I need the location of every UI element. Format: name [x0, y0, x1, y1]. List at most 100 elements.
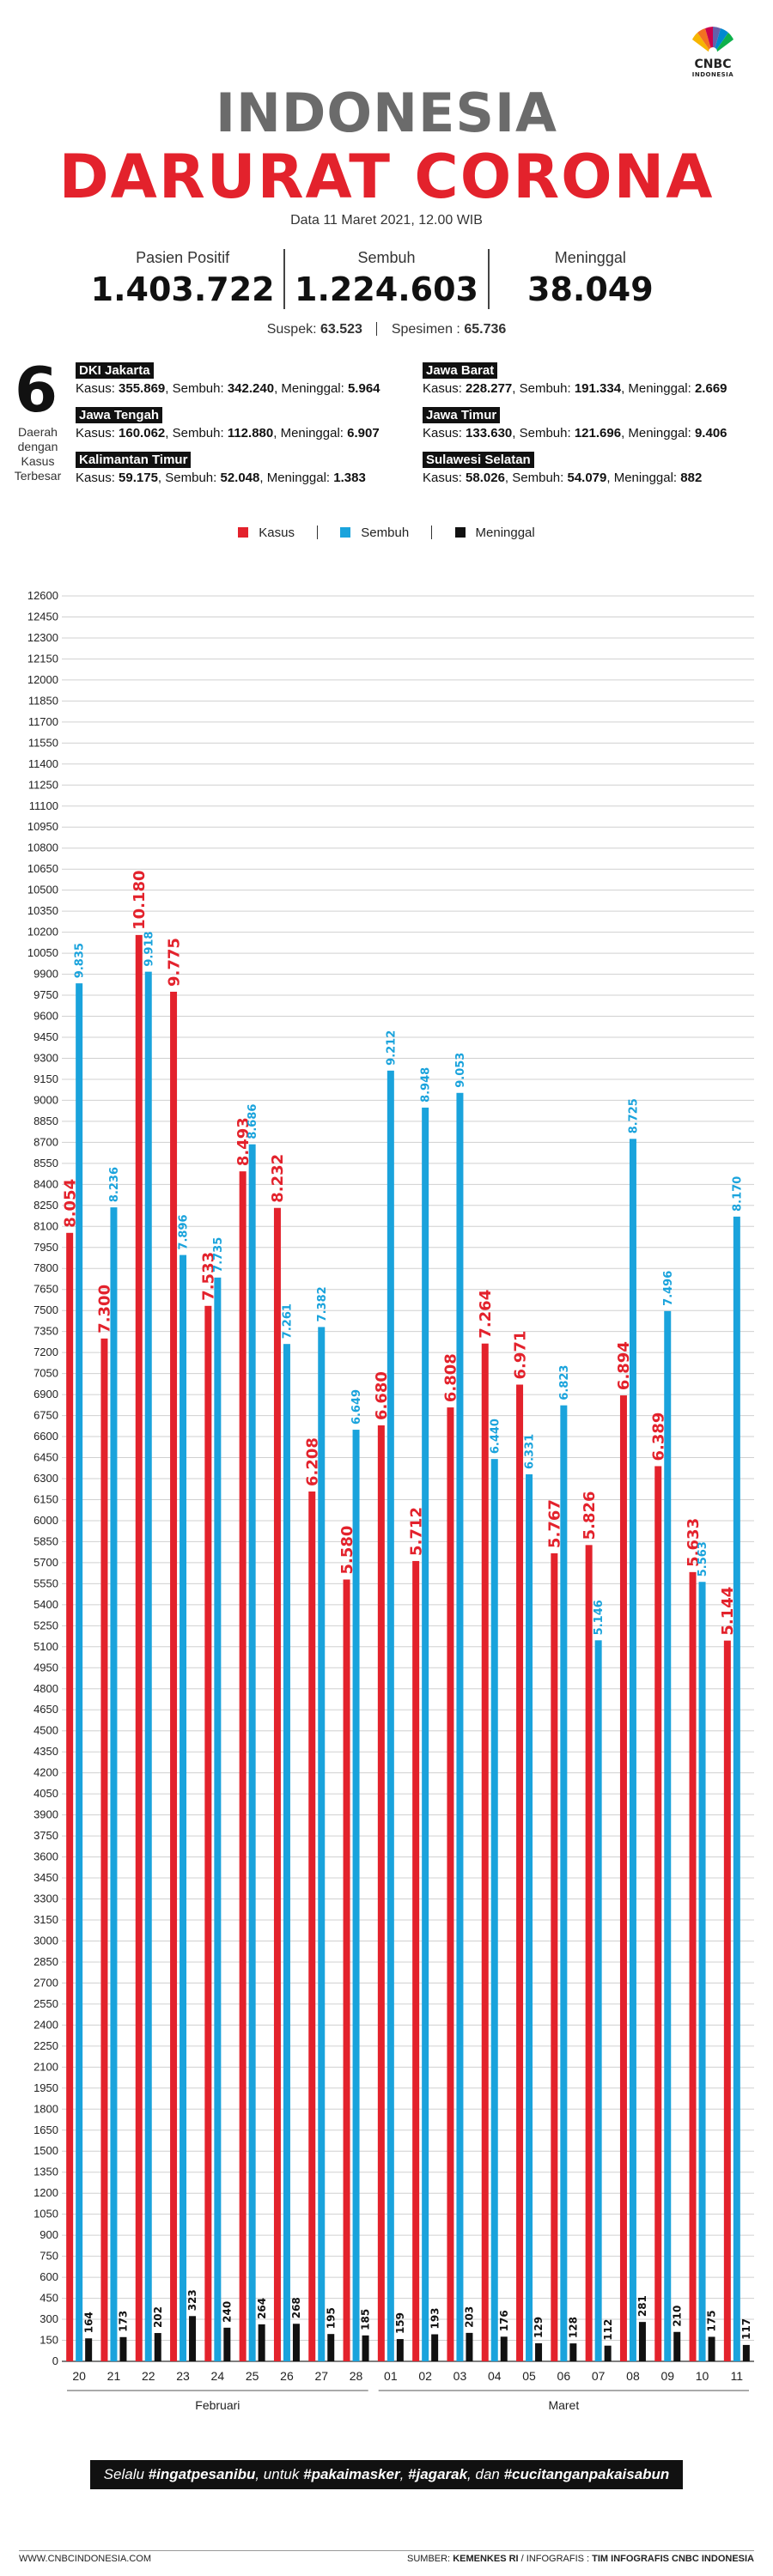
bar-kasus: [516, 1384, 524, 2361]
data-label-sembuh: 7.896: [178, 1214, 191, 1249]
y-tick-label: 1200: [33, 2186, 58, 2199]
region-info: Kasus: 133.630, Sembuh: 121.696, Meningg…: [423, 426, 727, 440]
meninggal-label: Meninggal:: [613, 471, 678, 485]
bar-meninggal: [85, 2338, 93, 2361]
meninggal-label: Meninggal:: [628, 381, 691, 396]
y-tick-label: 4500: [33, 1724, 58, 1737]
region-count: 6: [14, 354, 58, 426]
bar-kasus: [654, 1466, 662, 2361]
data-label-meninggal: 117: [740, 2318, 752, 2340]
x-tick-label: 26: [280, 2369, 294, 2383]
y-tick-label: 6000: [33, 1514, 58, 1527]
meninggal-value: 9.406: [694, 426, 727, 440]
bar-meninggal: [708, 2336, 715, 2361]
y-tick-label: 300: [40, 2312, 58, 2325]
y-tick-label: 9750: [33, 988, 58, 1001]
region-name: Jawa Barat: [423, 362, 498, 379]
data-label-meninggal: 195: [325, 2307, 337, 2329]
data-label-meninggal: 202: [152, 2306, 164, 2328]
legend-swatch-kasus: [238, 527, 249, 538]
bar-kasus: [100, 1338, 108, 2361]
data-label-meninggal: 173: [118, 2311, 130, 2332]
x-tick-label: 11: [731, 2369, 744, 2383]
y-tick-label: 0: [52, 2354, 58, 2367]
hashtag: #pakaimasker: [303, 2466, 400, 2482]
y-tick-label: 8550: [33, 1157, 58, 1170]
kasus-value: 355.869: [119, 381, 166, 396]
y-tick-label: 10050: [27, 946, 58, 959]
data-label-sembuh: 7.382: [316, 1286, 329, 1321]
y-tick-label: 6900: [33, 1388, 58, 1400]
region-info: Kasus: 59.175, Sembuh: 52.048, Meninggal…: [76, 471, 366, 485]
x-tick-label: 07: [592, 2369, 606, 2383]
footer-divider: [19, 2550, 754, 2551]
kasus-value: 160.062: [119, 426, 166, 440]
y-tick-label: 12600: [27, 589, 58, 602]
meninggal-label: Meninggal:: [280, 426, 344, 440]
region-dki-jakarta: DKI Jakarta Kasus: 355.869, Sembuh: 342.…: [76, 362, 380, 396]
x-tick-label: 05: [522, 2369, 536, 2383]
x-tick-label: 03: [453, 2369, 467, 2383]
bar-meninggal: [327, 2334, 335, 2361]
region-name: Jawa Tengah: [76, 407, 163, 423]
data-label-kasus: 7.300: [96, 1285, 114, 1334]
sembuh-label: Sembuh:: [519, 381, 571, 396]
data-label-kasus: 10.180: [131, 870, 149, 929]
data-label-kasus: 6.680: [373, 1371, 391, 1420]
data-label-meninggal: 112: [602, 2319, 614, 2341]
y-tick-label: 11250: [28, 778, 58, 791]
y-tick-label: 7650: [33, 1283, 58, 1296]
y-tick-label: 3150: [33, 1913, 58, 1926]
data-label-kasus: 7.533: [200, 1252, 218, 1301]
data-label-meninggal: 159: [394, 2312, 406, 2334]
data-label-sembuh: 8.236: [108, 1167, 121, 1202]
peacock-icon: [692, 27, 733, 56]
region-info: Kasus: 58.026, Sembuh: 54.079, Meninggal…: [423, 471, 703, 485]
divider: [317, 526, 319, 539]
bar-kasus: [481, 1343, 489, 2361]
sembuh-value: 342.240: [227, 381, 275, 396]
bar-kasus: [551, 1552, 558, 2361]
legend-kasus: Kasus: [238, 526, 295, 540]
y-tick-label: 2700: [33, 1976, 58, 1989]
y-tick-label: 11400: [28, 757, 58, 770]
data-label-sembuh: 8.948: [420, 1067, 433, 1103]
bar-meninggal: [362, 2335, 369, 2361]
credit-label: / INFOGRAFIS :: [518, 2554, 593, 2564]
divider: [431, 526, 433, 539]
y-tick-label: 1050: [33, 2208, 58, 2221]
suspek-line: Suspek: 63.523 Spesimen : 65.736: [0, 322, 773, 337]
bar-meninggal: [500, 2336, 508, 2361]
y-tick-label: 5700: [33, 1556, 58, 1569]
bar-kasus: [447, 1407, 454, 2361]
bar-chart: 0 150 300 450 600 750 900 1050 1200 1350 1500 1650 1…: [27, 589, 754, 2412]
y-tick-label: 9300: [33, 1051, 58, 1064]
kasus-label: Kasus:: [423, 471, 462, 485]
legend-meninggal: Meninggal: [454, 526, 535, 540]
slogan-banner: Selalu #ingatpesanibu, untuk #pakaimaske…: [90, 2460, 683, 2489]
sembuh-value: 112.880: [227, 426, 274, 440]
region-jawa-tengah: Jawa Tengah Kasus: 160.062, Sembuh: 112.…: [76, 407, 380, 440]
y-tick-label: 1500: [33, 2144, 58, 2157]
data-label-meninggal: 240: [222, 2301, 234, 2323]
meninggal-value: 2.669: [694, 381, 727, 396]
bar-meninggal: [223, 2327, 231, 2361]
data-label-meninggal: 281: [636, 2295, 648, 2317]
data-label-sembuh: 9.918: [143, 932, 155, 967]
bar-sembuh: [733, 1216, 740, 2361]
x-tick-label: 23: [176, 2369, 190, 2383]
sembuh-label: Sembuh:: [512, 471, 564, 485]
legend-sembuh: Sembuh: [340, 526, 409, 540]
logo-sub: INDONESIA: [691, 71, 734, 78]
kasus-label: Kasus:: [423, 426, 462, 440]
data-label-sembuh: 7.496: [662, 1271, 675, 1306]
kasus-label: Kasus:: [76, 381, 115, 396]
bar-meninggal: [569, 2343, 577, 2361]
bar-sembuh: [560, 1405, 568, 2361]
website-link[interactable]: WWW.CNBCINDONESIA.COM: [19, 2554, 151, 2564]
footer: WWW.CNBCINDONESIA.COM SUMBER: KEMENKES R…: [19, 2554, 754, 2571]
bar-meninggal: [466, 2332, 473, 2361]
y-tick-label: 8100: [33, 1219, 58, 1232]
y-tick-label: 3000: [33, 1934, 58, 1947]
y-tick-label: 8700: [33, 1135, 58, 1148]
